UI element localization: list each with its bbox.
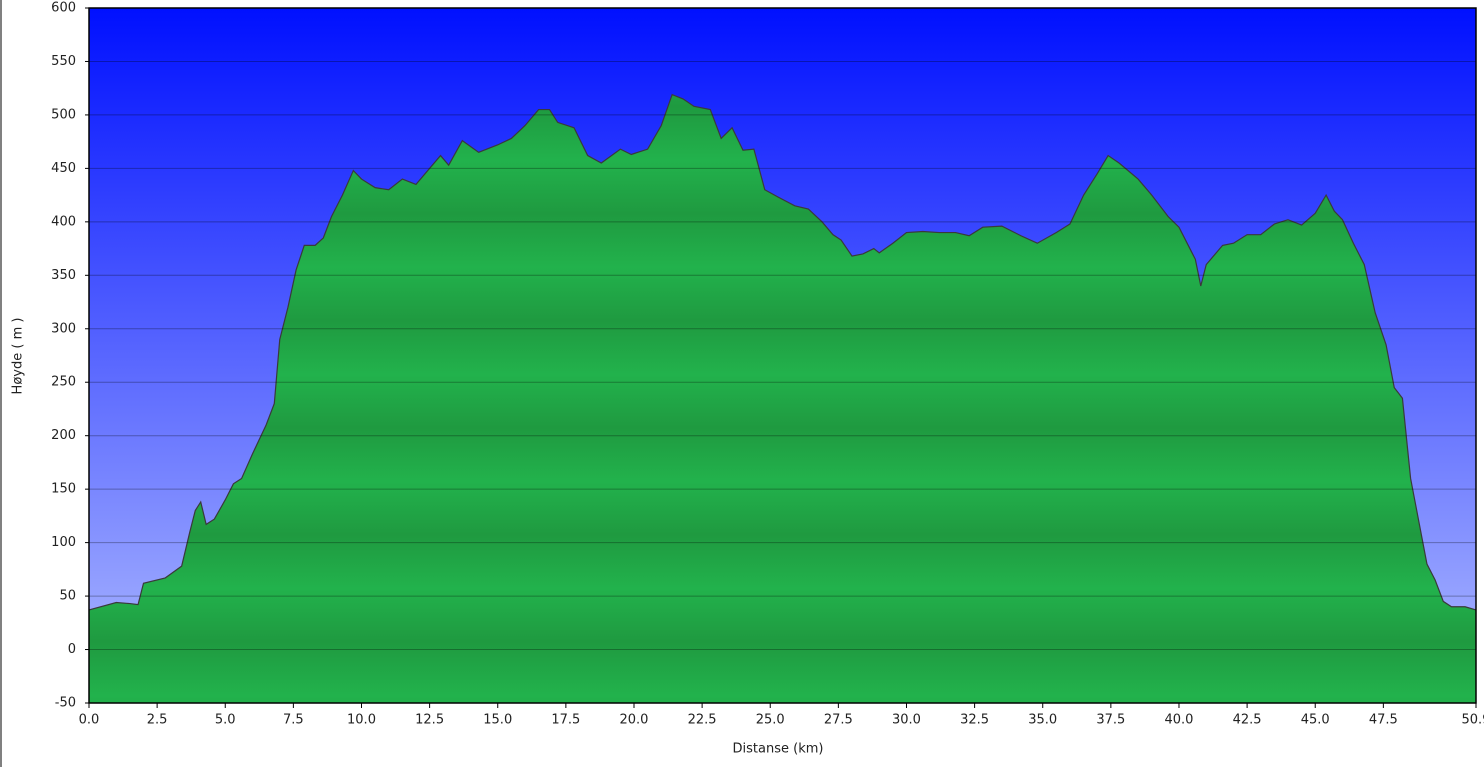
y-tick-label: 0 — [68, 642, 76, 657]
x-tick-label: 27.5 — [824, 713, 853, 728]
x-tick-label: 5.0 — [215, 713, 236, 728]
x-tick-label: 37.5 — [1096, 713, 1125, 728]
y-tick-label: 350 — [51, 268, 76, 283]
y-tick-label: 50 — [59, 589, 76, 604]
y-tick-label: 550 — [51, 54, 76, 69]
x-tick-label: 35.0 — [1028, 713, 1057, 728]
area-line — [88, 93, 1477, 611]
x-tick-label: 15.0 — [483, 713, 512, 728]
x-axis-label: Distanse (km) — [733, 742, 824, 757]
x-tick-label: 32.5 — [960, 713, 989, 728]
y-axis-label: Høyde ( m ) — [11, 318, 26, 395]
x-tick-label: 10.0 — [347, 713, 376, 728]
area-fill — [89, 94, 1476, 704]
y-tick-label: 100 — [51, 535, 76, 550]
y-tick-label: 250 — [51, 375, 76, 390]
x-tick-label: 2.5 — [147, 713, 168, 728]
x-tick-label: 50.9 — [1462, 713, 1484, 728]
y-tick-label: -50 — [55, 696, 76, 711]
x-tick-label: 20.0 — [620, 713, 649, 728]
y-tick-label: 200 — [51, 428, 76, 443]
x-tick-label: 47.5 — [1369, 713, 1398, 728]
plot-border — [88, 7, 1477, 704]
x-tick-label: 42.5 — [1233, 713, 1262, 728]
y-tick-label: 300 — [51, 321, 76, 336]
x-tick-label: 17.5 — [551, 713, 580, 728]
x-tick-label: 40.0 — [1165, 713, 1194, 728]
x-tick-label: 0.0 — [79, 713, 100, 728]
x-tick-label: 45.0 — [1301, 713, 1330, 728]
y-tick-label: 150 — [51, 482, 76, 497]
x-tick-label: 22.5 — [688, 713, 717, 728]
y-tick-label: 500 — [51, 107, 76, 122]
y-tick-label: 600 — [51, 1, 76, 16]
y-tick-label: 450 — [51, 161, 76, 176]
x-tick-label: 7.5 — [283, 713, 304, 728]
y-tick-label: 400 — [51, 214, 76, 229]
x-tick-label: 30.0 — [892, 713, 921, 728]
x-tick-label: 25.0 — [756, 713, 785, 728]
x-tick-label: 12.5 — [415, 713, 444, 728]
